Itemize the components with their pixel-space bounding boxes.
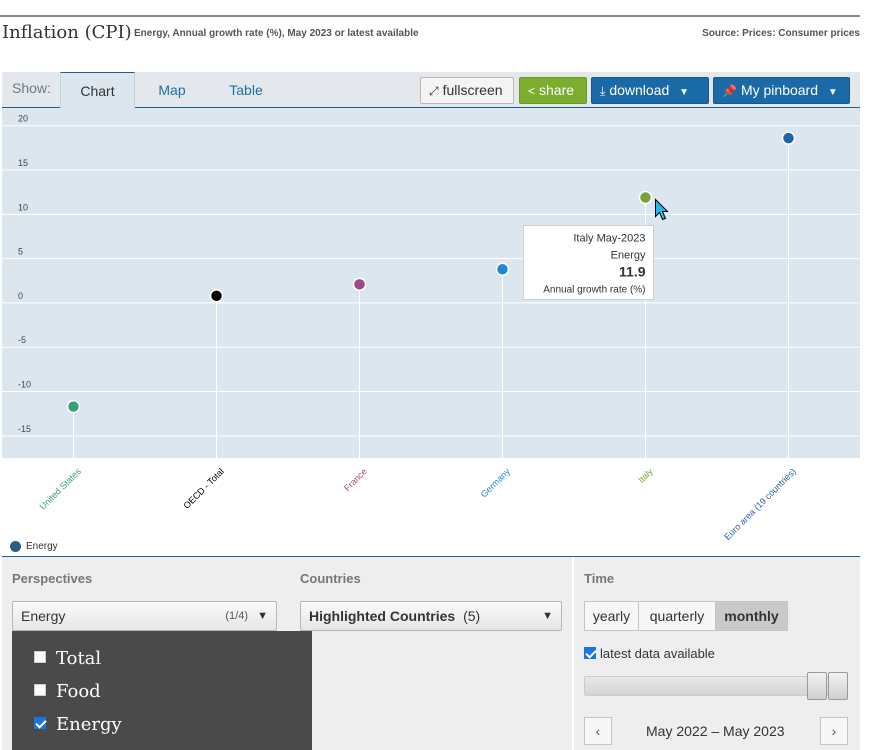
tooltip-series: Energy [611, 249, 646, 261]
data-point [352, 277, 367, 292]
source-link[interactable]: Source: Prices: Consumer prices [702, 28, 860, 39]
freq-quarterly[interactable]: quarterly [638, 601, 716, 631]
slider-handle-end[interactable] [828, 672, 848, 700]
x-tick-label: United States [38, 466, 84, 512]
y-tick-label: -5 [18, 335, 26, 345]
chevron-down-icon: ▼ [542, 610, 553, 622]
share-icon: < [528, 84, 536, 98]
chart-legend: Energy [10, 541, 58, 552]
time-panel [574, 557, 860, 750]
perspectives-dropdown: Total Food Energy [12, 631, 312, 750]
prev-period-button[interactable]: ‹ [584, 717, 612, 745]
pinboard-button[interactable]: 📌 My pinboard ▼ [713, 77, 850, 104]
share-button[interactable]: < share [519, 77, 587, 104]
data-point [209, 289, 224, 303]
countries-select[interactable]: Highlighted Countries (5) ▼ [300, 601, 562, 631]
chart-subtitle: Energy, Annual growth rate (%), May 2023… [134, 28, 419, 39]
data-point [638, 190, 653, 205]
tab-table[interactable]: Table [229, 82, 263, 98]
x-tick-label: Italy [636, 466, 655, 485]
perspective-option-energy[interactable]: Energy [34, 713, 122, 737]
y-tick-label: -10 [18, 380, 31, 390]
tab-map[interactable]: Map [158, 82, 186, 98]
checkbox-checked[interactable] [34, 717, 46, 729]
latest-data-toggle[interactable]: latest data available [584, 646, 715, 661]
checkbox-checked[interactable] [584, 646, 596, 659]
data-point [66, 399, 81, 414]
period-label: May 2022 – May 2023 [646, 723, 785, 739]
fullscreen-button[interactable]: ⤢ fullscreen [420, 77, 514, 104]
freq-yearly[interactable]: yearly [584, 601, 639, 631]
perspective-option-total[interactable]: Total [34, 647, 101, 671]
time-range-slider[interactable] [584, 672, 848, 700]
x-tick-label: Germany [479, 466, 513, 500]
chevron-down-icon: ▼ [827, 87, 838, 98]
tooltip-title: Italy May-2023 [573, 232, 645, 244]
chevron-down-icon: ▼ [679, 87, 690, 98]
x-tick-label: OECD - Total [181, 466, 225, 510]
tooltip-value: 11.9 [619, 263, 646, 279]
checkbox[interactable] [34, 651, 46, 663]
expand-icon: ⤢ [429, 84, 439, 98]
next-period-button[interactable]: › [820, 717, 848, 745]
view-toolbar: Show: Chart Map Table ⤢ fullscreen < share… [2, 72, 860, 109]
checkbox[interactable] [34, 684, 46, 696]
y-tick-label: 15 [18, 158, 28, 168]
tooltip-unit: Annual growth rate (%) [543, 284, 645, 295]
y-tick-label: 10 [18, 202, 28, 212]
mouse-cursor-icon [655, 198, 669, 221]
chart-bottom-rule [2, 556, 860, 557]
tab-chart[interactable]: Chart [60, 72, 135, 109]
pin-icon: 📌 [722, 84, 737, 98]
countries-title: Countries [300, 571, 361, 586]
x-tick-label: France [342, 466, 369, 493]
y-tick-label: -15 [18, 424, 31, 434]
chevron-down-icon: ▼ [257, 610, 268, 622]
chart-canvas: 20 15 10 5 0 -5 -10 -15 United States OECD - Tota… [2, 114, 860, 542]
y-tick-label: 20 [18, 114, 28, 124]
perspectives-select[interactable]: Energy (1/4) ▼ [12, 601, 277, 631]
data-point [495, 262, 510, 277]
plot-area [2, 108, 860, 458]
y-tick-label: 0 [18, 291, 23, 301]
perspectives-title: Perspectives [12, 571, 93, 586]
data-point [781, 131, 796, 145]
legend-label: Energy [26, 541, 58, 553]
legend-swatch [10, 541, 21, 552]
show-label: Show: [12, 80, 51, 96]
x-tick-label: Euro area (19 countries) [722, 466, 798, 542]
perspective-option-food[interactable]: Food [34, 680, 101, 704]
tooltip-box [523, 224, 654, 300]
header-rule [0, 15, 860, 17]
time-title: Time [584, 571, 615, 586]
download-icon: ⤓ [600, 84, 606, 98]
page-title: Inflation (CPI) [2, 22, 132, 43]
freq-monthly[interactable]: monthly [715, 601, 788, 631]
download-button[interactable]: ⤓ download ▼ [591, 77, 709, 104]
slider-handle-start[interactable] [807, 672, 827, 700]
countries-panel [290, 557, 572, 750]
y-tick-label: 5 [18, 247, 23, 257]
